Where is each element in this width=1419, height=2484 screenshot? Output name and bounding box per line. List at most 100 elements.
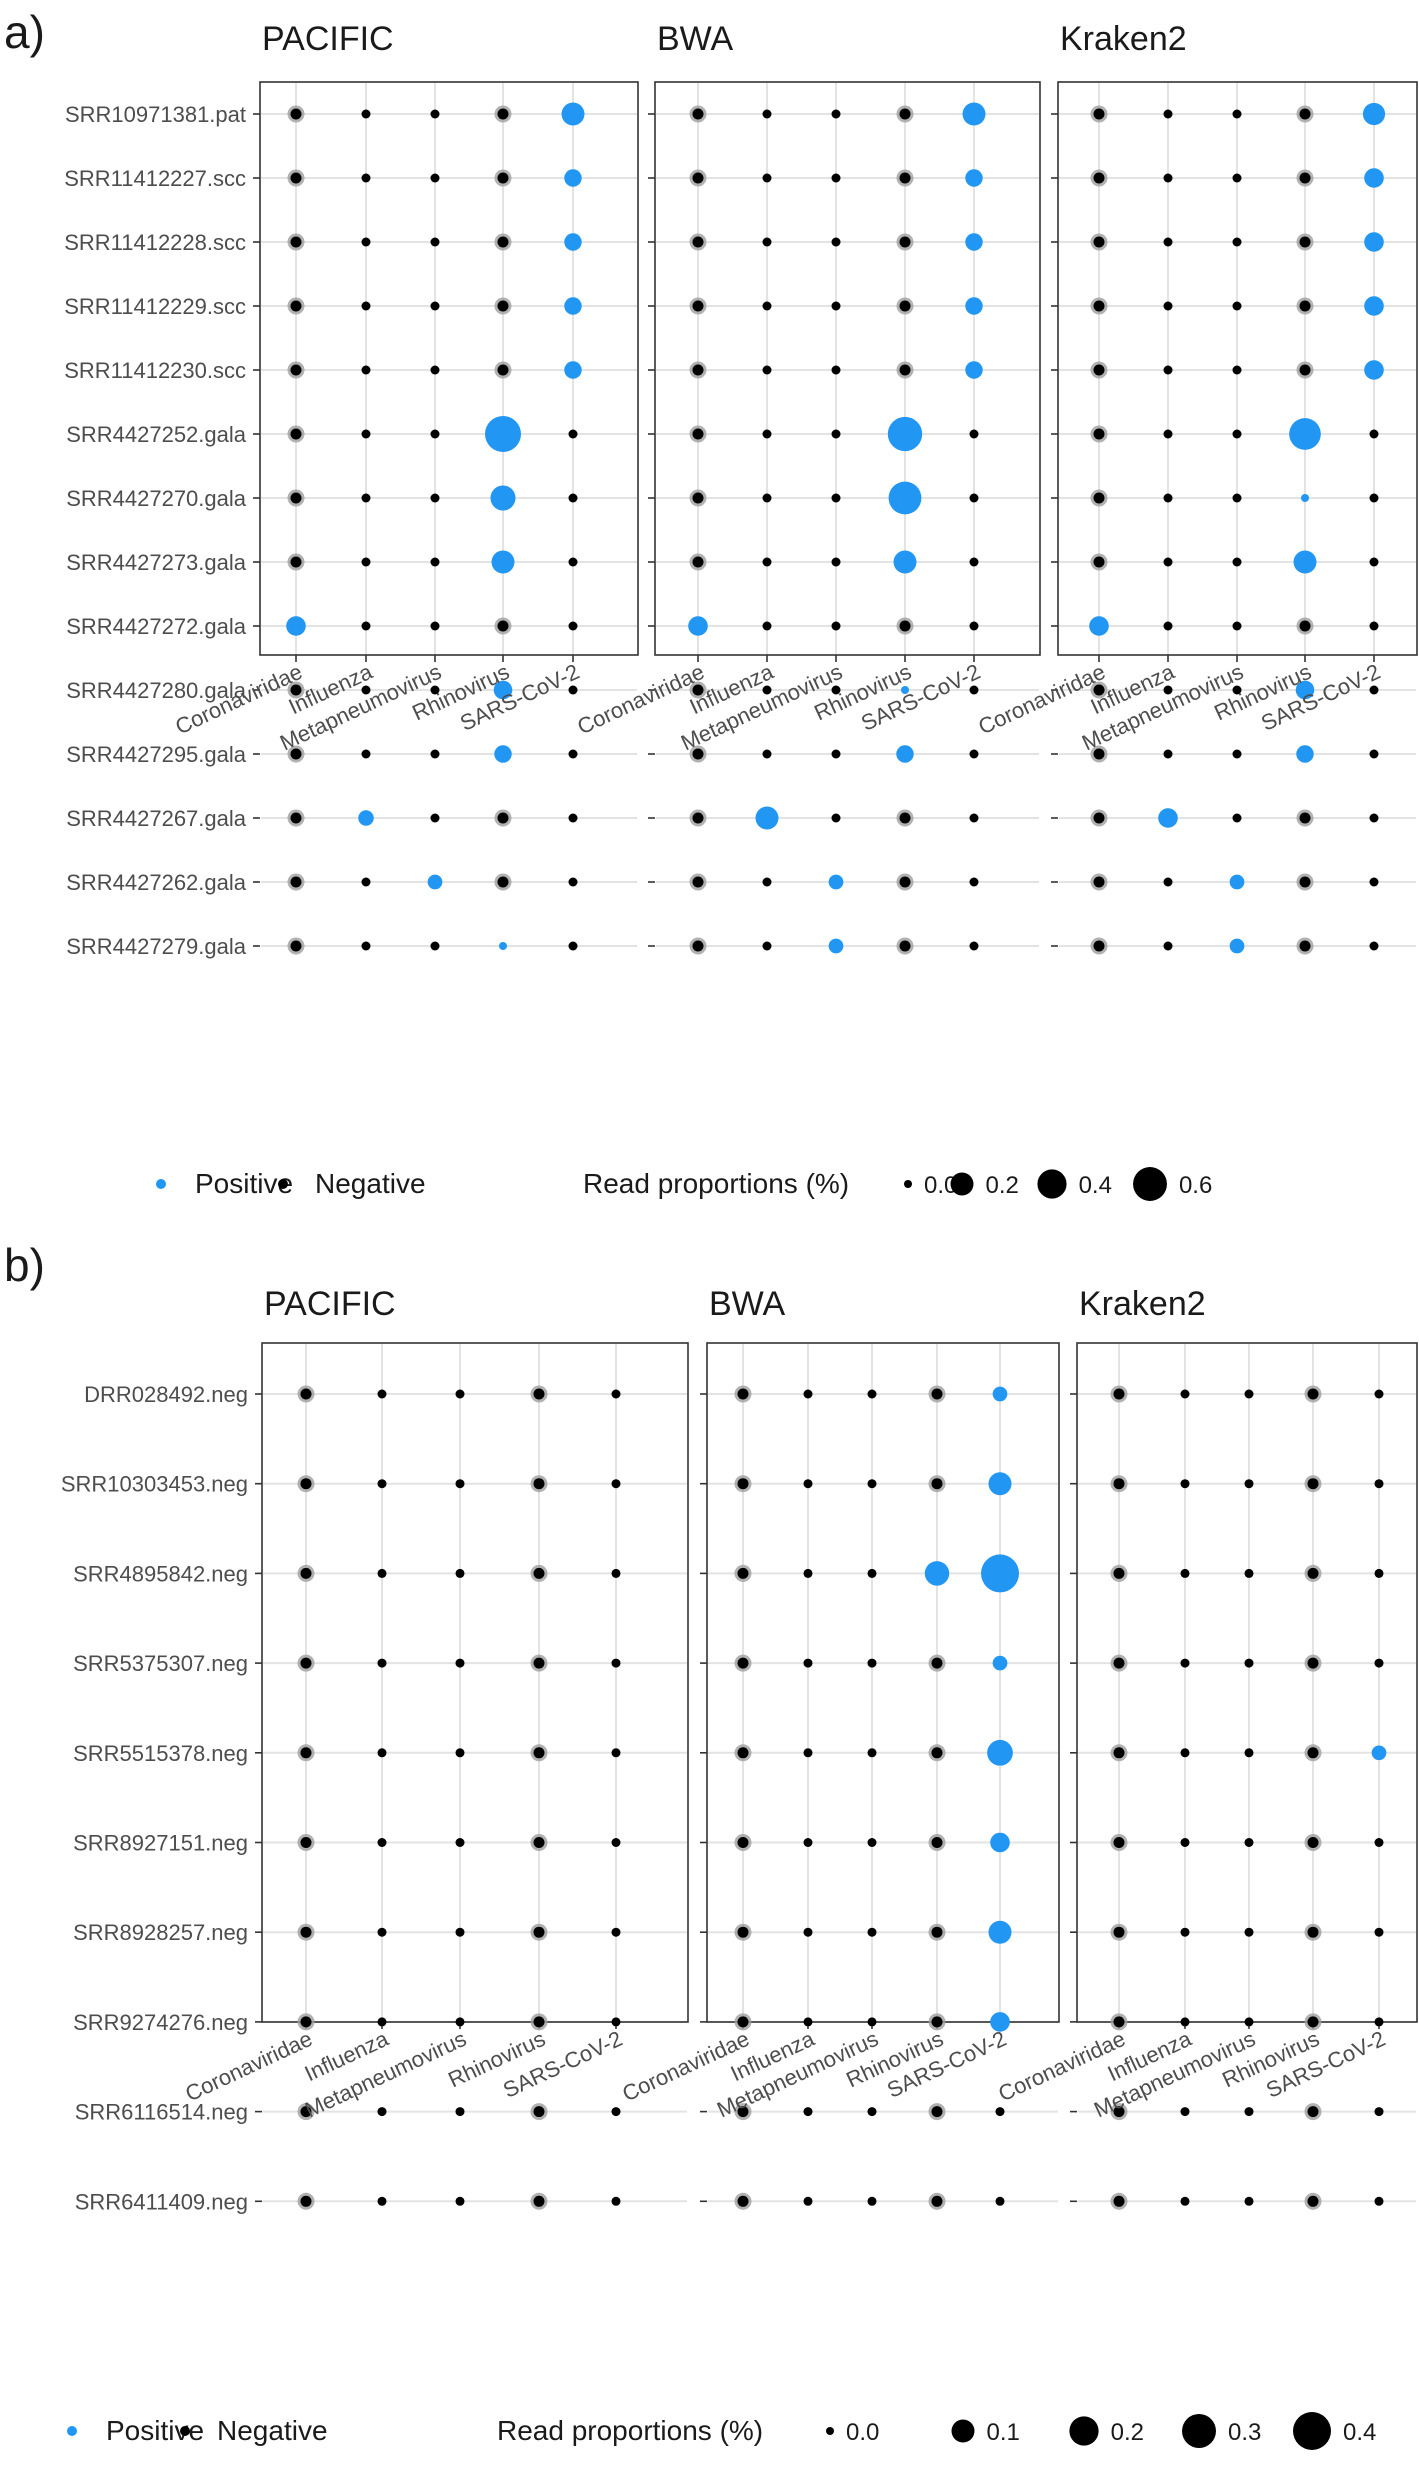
data-point-negative [931, 1657, 943, 1669]
data-point-positive [828, 938, 844, 954]
data-point-negative [762, 365, 772, 375]
data-point-negative [867, 2196, 877, 2206]
data-point-positive [1371, 1745, 1387, 1761]
data-point-negative [300, 1657, 312, 1669]
data-point-negative [1180, 1748, 1190, 1758]
data-point-negative [1180, 2017, 1190, 2027]
y-tick-label: SRR5375307.neg [73, 1651, 248, 1676]
data-point-negative [969, 429, 979, 439]
data-point-negative [803, 1479, 813, 1489]
data-point-negative [1093, 492, 1105, 504]
data-point-negative [1093, 428, 1105, 440]
data-point-positive [965, 169, 983, 187]
data-point-negative [995, 2107, 1005, 2117]
data-point-positive [564, 361, 582, 379]
panel-title: BWA [709, 1285, 786, 1323]
legend-size-label: 0.0 [846, 2419, 879, 2446]
data-point-negative [1163, 109, 1173, 119]
data-point-negative [533, 1837, 545, 1848]
data-point-negative [1093, 876, 1105, 888]
data-point-negative [1163, 237, 1173, 247]
data-point-negative [497, 236, 509, 248]
data-point-negative [430, 237, 440, 247]
panel-border [259, 81, 639, 656]
data-point-negative [1163, 557, 1173, 567]
data-point-negative [1180, 1479, 1190, 1489]
panel-border [654, 81, 1041, 656]
y-tick-label: SRR11412227.scc [64, 166, 246, 191]
data-point-negative [1307, 1926, 1319, 1938]
data-point-negative [1369, 941, 1379, 951]
data-point-negative [737, 2106, 749, 2118]
data-point-negative [969, 749, 979, 759]
data-point-negative [969, 877, 979, 887]
data-point-negative [803, 2196, 813, 2206]
data-point-negative [1244, 2017, 1254, 2027]
data-point-negative [1113, 2195, 1125, 2207]
data-point-negative [361, 493, 371, 503]
y-tick-label: SRR4427295.gala [66, 742, 247, 767]
data-point-negative [1232, 621, 1242, 631]
data-point-negative [290, 812, 302, 824]
data-point-negative [611, 1568, 621, 1578]
data-point-negative [1307, 1747, 1319, 1759]
data-point-negative [497, 108, 509, 120]
data-point-negative [533, 1478, 545, 1490]
data-point-negative [290, 428, 302, 440]
data-point-negative [1299, 812, 1311, 824]
data-point-negative [692, 556, 704, 568]
data-point-negative [803, 1838, 813, 1847]
data-point-negative [737, 1657, 749, 1669]
data-point-negative [377, 1658, 387, 1668]
data-point-positive [1364, 168, 1384, 188]
data-point-negative [1299, 620, 1311, 632]
data-point-negative [361, 941, 371, 951]
data-point-negative [899, 172, 911, 184]
data-point-negative [1299, 364, 1311, 376]
data-point-negative [899, 364, 911, 376]
data-point-negative [300, 2106, 312, 2118]
data-point-negative [611, 2107, 621, 2117]
data-point-negative [692, 236, 704, 248]
data-point-negative [1299, 876, 1311, 888]
data-point-negative [931, 1388, 943, 1400]
data-point-negative [430, 109, 440, 119]
data-point-negative [361, 429, 371, 439]
data-point-negative [969, 941, 979, 951]
data-point-negative [455, 2107, 465, 2117]
data-point-negative [1113, 1747, 1125, 1759]
panel-title: BWA [657, 20, 734, 58]
data-point-negative [831, 621, 841, 631]
data-point-negative [1374, 1389, 1384, 1399]
data-point-negative [455, 2196, 465, 2206]
data-point-negative [831, 365, 841, 375]
data-point-negative [300, 2016, 312, 2028]
data-point-negative [931, 1926, 943, 1938]
data-point-negative [762, 429, 772, 439]
legend-size-swatch [1069, 2416, 1099, 2446]
data-point-positive [358, 810, 374, 826]
data-point-negative [831, 109, 841, 119]
data-point-negative [1163, 621, 1173, 631]
data-point-negative [1093, 364, 1105, 376]
data-point-negative [533, 2195, 545, 2207]
data-point-negative [497, 364, 509, 376]
data-point-negative [1163, 941, 1173, 951]
data-point-negative [1232, 685, 1242, 695]
data-point-negative [430, 429, 440, 439]
data-point-negative [931, 1478, 943, 1490]
data-point-negative [361, 685, 371, 695]
data-point-positive [1295, 680, 1315, 700]
data-point-positive [828, 874, 844, 890]
data-point-negative [1307, 2106, 1319, 2118]
data-point-positive [962, 102, 986, 126]
data-point-negative [1232, 493, 1242, 503]
data-point-negative [568, 941, 578, 951]
data-point-negative [831, 685, 841, 695]
data-point-positive [1301, 494, 1309, 502]
data-point-negative [361, 557, 371, 567]
data-point-negative [300, 1747, 312, 1759]
data-point-negative [430, 941, 440, 951]
chart-block-b: b)PACIFICCoronaviridaeInfluenzaMetapneum… [4, 1239, 1418, 2450]
data-point-negative [1374, 1568, 1384, 1578]
